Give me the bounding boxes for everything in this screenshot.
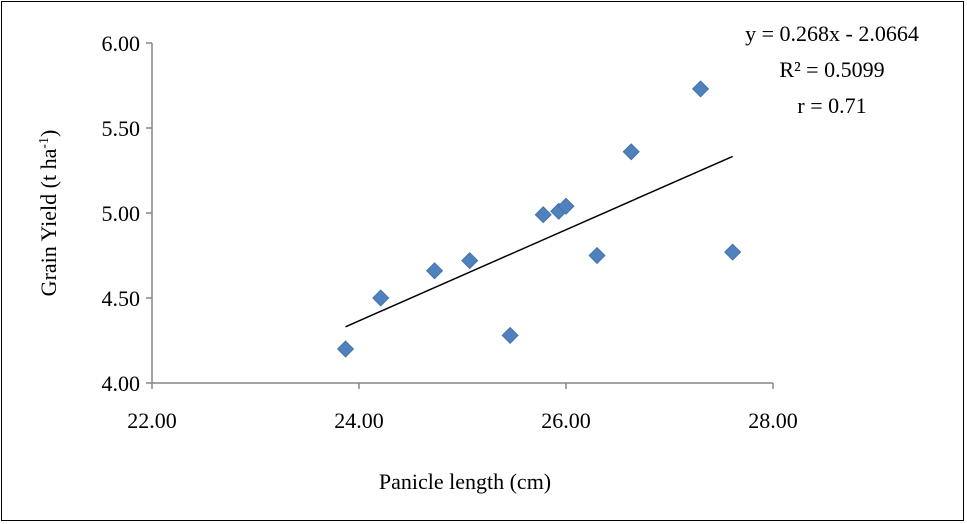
tick-labels: 4.00 4.50 5.00 5.50 6.00 22.00 24.00 26.00 28.00 <box>102 31 798 433</box>
trendline <box>345 155 733 328</box>
correlation-label: r = 0.71 <box>797 93 866 118</box>
x-tick-label: 28.00 <box>748 408 798 433</box>
y-axis-title-main: Grain Yield (t ha <box>36 148 61 296</box>
x-axis-title: Panicle length (cm) <box>379 469 551 494</box>
x-tick-label: 22.00 <box>127 408 177 433</box>
x-tick-label: 24.00 <box>334 408 384 433</box>
data-point <box>691 80 710 98</box>
data-point <box>336 340 355 358</box>
y-tick-label: 4.50 <box>102 286 141 311</box>
axes <box>151 43 773 384</box>
y-tick-label: 5.00 <box>102 201 141 226</box>
data-point <box>622 143 640 161</box>
x-tick-label: 26.00 <box>541 408 591 433</box>
data-point <box>534 206 552 224</box>
data-points <box>336 80 742 358</box>
data-point <box>501 326 519 344</box>
trendline-equation: y = 0.268x - 2.0664 <box>745 21 919 46</box>
y-axis-title-close: ) <box>36 130 61 137</box>
tick-marks <box>146 42 774 389</box>
data-point <box>461 252 479 270</box>
y-axis-title: Grain Yield (t ha-1) <box>36 130 61 297</box>
data-point <box>557 197 575 215</box>
data-point <box>372 289 390 307</box>
y-tick-label: 6.00 <box>102 31 141 56</box>
y-axis-title-sup: -1 <box>37 137 52 149</box>
y-tick-label: 4.00 <box>102 371 141 396</box>
data-point <box>425 262 444 280</box>
y-tick-label: 5.50 <box>102 116 141 141</box>
r-squared-label: R² = 0.5099 <box>779 57 884 82</box>
data-point <box>724 243 742 261</box>
data-point <box>588 246 606 265</box>
